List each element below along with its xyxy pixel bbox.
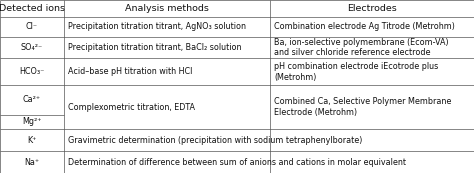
Text: Na⁺: Na⁺ (25, 158, 39, 167)
Text: Determination of difference between sum of anions and cations in molar equivalen: Determination of difference between sum … (68, 158, 406, 167)
Text: pH combination electrode iEcotrode plus
(Metrohm): pH combination electrode iEcotrode plus … (274, 62, 438, 82)
Text: Cl⁻: Cl⁻ (26, 22, 38, 31)
Text: Combined Ca, Selective Polymer Membrane
Electrode (Metrohm): Combined Ca, Selective Polymer Membrane … (274, 97, 452, 117)
Text: Combination electrode Ag Titrode (Metrohm): Combination electrode Ag Titrode (Metroh… (274, 22, 455, 31)
Text: Complexometric titration, EDTA: Complexometric titration, EDTA (68, 103, 195, 112)
Text: K⁺: K⁺ (27, 136, 36, 145)
Text: SO₄²⁻: SO₄²⁻ (21, 43, 43, 52)
Text: Analysis methods: Analysis methods (125, 4, 209, 13)
Text: Mg²⁺: Mg²⁺ (22, 117, 42, 126)
Text: Ca²⁺: Ca²⁺ (23, 95, 41, 104)
Text: Ba, ion-selective polymembrane (Ecom-VA)
and silver chloride reference electrode: Ba, ion-selective polymembrane (Ecom-VA)… (274, 38, 449, 57)
Text: Acid–base pH titration with HCl: Acid–base pH titration with HCl (68, 67, 192, 76)
Text: Precipitation titration titrant, BaCl₂ solution: Precipitation titration titrant, BaCl₂ s… (68, 43, 241, 52)
Text: Detected ions: Detected ions (0, 4, 65, 13)
Text: Precipitation titration titrant, AgNO₃ solution: Precipitation titration titrant, AgNO₃ s… (68, 22, 246, 31)
Text: Electrodes: Electrodes (347, 4, 397, 13)
Text: HCO₃⁻: HCO₃⁻ (19, 67, 45, 76)
Text: Gravimetric determination (precipitation with sodium tetraphenylborate): Gravimetric determination (precipitation… (68, 136, 362, 145)
